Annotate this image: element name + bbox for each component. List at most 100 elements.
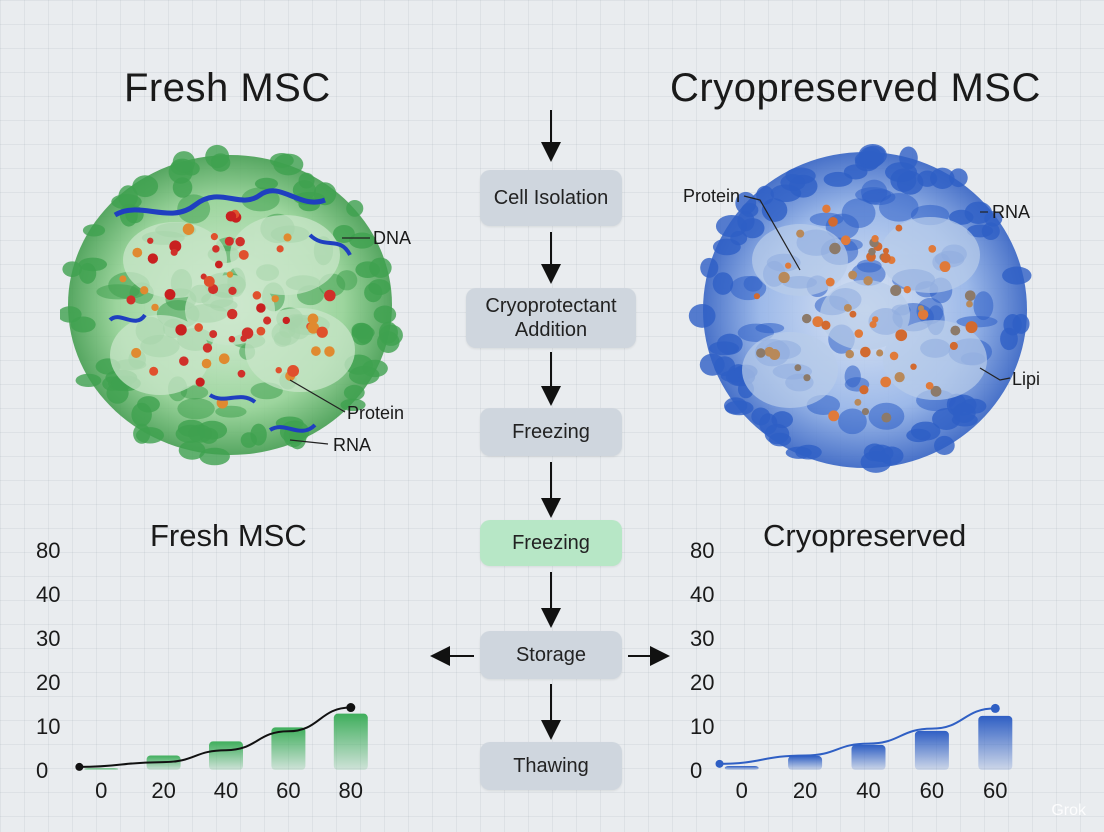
x-tick-label: 40: [214, 778, 238, 803]
molecule-dot: [848, 270, 858, 280]
molecule-dot: [202, 343, 213, 353]
molecule-dot: [256, 326, 266, 336]
helix-blob: [75, 373, 102, 388]
flow-step-cell-isolation: Cell Isolation: [480, 170, 622, 226]
flow-step-cryoprotectant-addition: Cryoprotectant Addition: [466, 288, 636, 348]
molecule-dot: [880, 252, 891, 264]
helix-blob: [215, 405, 247, 418]
x-tick-label: 20: [151, 778, 175, 803]
helix-blob: [838, 408, 867, 435]
molecule-dot: [889, 351, 899, 361]
helix-blob: [952, 402, 976, 423]
molecule-dot: [939, 261, 951, 273]
cryopreserved-msc-title: Cryopreserved MSC: [670, 66, 1041, 110]
y-tick-label: 40: [690, 582, 714, 607]
molecule-dot: [282, 316, 291, 325]
molecule-dot: [218, 353, 230, 365]
molecule-dot: [307, 313, 319, 325]
molecule-dot: [753, 293, 761, 300]
molecule-dot: [910, 363, 917, 370]
molecule-dot: [769, 349, 781, 361]
helix-blob: [841, 198, 876, 228]
molecule-dot: [895, 329, 908, 342]
fresh-msc-title: Fresh MSC: [124, 66, 331, 110]
molecule-dot: [311, 346, 321, 356]
helix-blob: [780, 174, 806, 192]
molecule-dot: [201, 358, 212, 369]
molecule-dot: [179, 356, 189, 366]
molecule-dot: [235, 236, 245, 247]
cryo-bar-chart: 0 10 20 30 40 80 0 20 40 60 60: [690, 538, 1013, 803]
helix-blob: [346, 200, 364, 217]
helix-blob: [131, 402, 152, 427]
helix-blob: [178, 440, 206, 460]
molecule-dot: [812, 316, 824, 328]
molecule-dot: [149, 366, 159, 376]
molecule-dot: [151, 303, 159, 312]
helix-blob: [118, 185, 138, 209]
molecule-dot: [843, 303, 852, 312]
label-rna: RNA: [333, 435, 371, 455]
molecule-dot: [861, 407, 870, 416]
helix-blob: [716, 333, 743, 355]
helix-blob: [714, 356, 736, 377]
molecule-dot: [829, 242, 841, 255]
molecule-dot: [316, 326, 328, 338]
helix-blob: [730, 231, 748, 246]
molecule-dot: [237, 369, 246, 378]
grok-watermark: Grok: [1051, 802, 1086, 819]
helix-blob: [785, 446, 812, 459]
molecule-dot: [119, 275, 127, 283]
molecule-dot: [894, 372, 905, 383]
label-dna: DNA: [373, 228, 411, 248]
molecule-dot: [854, 398, 862, 406]
helix-blob: [879, 193, 919, 222]
molecule-dot: [182, 223, 195, 235]
cryo-chart-title: Cryopreserved: [763, 518, 967, 553]
fresh-cell-illustration: DNA Protein RNA: [60, 144, 411, 466]
helix-blob: [199, 447, 230, 466]
label-protein: Protein: [347, 403, 404, 423]
molecule-dot: [175, 324, 187, 336]
helix-blob: [349, 232, 375, 249]
molecule-dot: [917, 309, 929, 320]
molecule-dot: [226, 308, 238, 320]
label-lipid: Lipid: [1012, 369, 1040, 389]
bar: [914, 730, 949, 770]
x-tick-label: 80: [339, 778, 363, 803]
helix-blob: [862, 145, 886, 162]
helix-blob: [132, 175, 159, 198]
molecule-dot: [131, 347, 142, 358]
helix-blob: [964, 201, 993, 225]
fresh-chart-title: Fresh MSC: [150, 518, 307, 553]
bar: [724, 766, 759, 770]
y-tick-label: 10: [690, 714, 714, 739]
molecule-dot: [225, 211, 237, 222]
molecule-dot: [256, 303, 266, 313]
helix-blob: [755, 322, 785, 334]
label-rna: RNA: [992, 202, 1030, 222]
helix-blob: [761, 198, 788, 222]
molecule-dot: [881, 412, 892, 423]
molecule-dot: [212, 245, 220, 253]
molecule-dot: [890, 284, 902, 297]
molecule-dot: [859, 385, 869, 395]
molecule-dot: [756, 348, 766, 358]
trend-start-point: [75, 762, 84, 771]
molecule-dot: [840, 235, 851, 246]
molecule-dot: [880, 376, 892, 388]
helix-blob: [890, 168, 917, 192]
x-tick-label: 60: [983, 778, 1007, 803]
helix-blob: [712, 272, 734, 295]
molecule-dot: [228, 286, 237, 295]
molecule-dot: [849, 310, 857, 318]
molecule-dot: [903, 285, 911, 294]
helix-blob: [724, 400, 754, 416]
molecule-dot: [828, 216, 838, 227]
molecule-dot: [869, 320, 877, 329]
molecule-dot: [324, 289, 336, 302]
bar: [978, 715, 1013, 770]
x-tick-label: 40: [856, 778, 880, 803]
helix-blob: [700, 257, 719, 278]
helix-blob: [863, 443, 886, 462]
